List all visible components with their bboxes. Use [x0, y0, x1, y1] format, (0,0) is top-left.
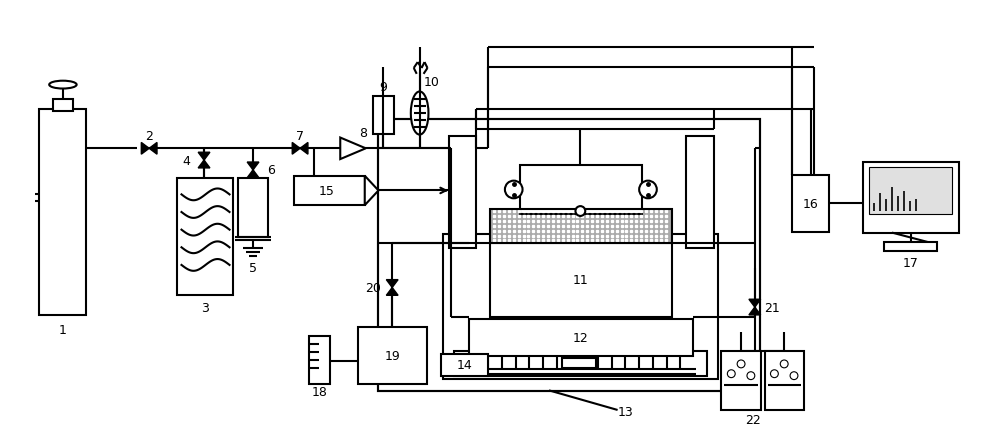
Bar — [863, 163, 959, 233]
Bar — [721, 351, 761, 410]
Ellipse shape — [411, 92, 428, 135]
Bar — [562, 358, 596, 368]
Circle shape — [639, 181, 657, 199]
Text: 16: 16 — [803, 197, 819, 210]
Polygon shape — [386, 288, 398, 296]
Polygon shape — [247, 163, 259, 170]
Polygon shape — [141, 143, 149, 155]
Polygon shape — [749, 299, 761, 307]
Polygon shape — [198, 153, 210, 161]
Bar — [238, 178, 268, 237]
Polygon shape — [365, 176, 378, 206]
Circle shape — [737, 360, 745, 368]
Bar — [39, 110, 86, 315]
Bar — [358, 327, 426, 383]
Bar — [309, 337, 330, 383]
Bar — [490, 210, 672, 244]
Bar — [792, 176, 829, 232]
Bar — [378, 120, 760, 391]
Bar — [443, 234, 718, 379]
Polygon shape — [247, 170, 259, 178]
Polygon shape — [749, 307, 761, 315]
Polygon shape — [292, 143, 300, 155]
Text: 21: 21 — [765, 301, 780, 314]
Bar — [53, 100, 73, 112]
Polygon shape — [198, 161, 210, 169]
Text: 20: 20 — [365, 281, 381, 294]
Polygon shape — [149, 143, 157, 155]
Bar — [449, 136, 476, 249]
Text: 1: 1 — [59, 323, 67, 336]
Circle shape — [770, 370, 778, 378]
Text: 7: 7 — [296, 130, 304, 143]
Text: 11: 11 — [572, 273, 588, 286]
Polygon shape — [386, 280, 398, 288]
Bar — [177, 178, 233, 296]
Text: 12: 12 — [572, 331, 588, 344]
Text: 14: 14 — [457, 359, 473, 371]
Text: 22: 22 — [745, 413, 761, 426]
Circle shape — [790, 372, 798, 380]
Bar — [520, 166, 642, 214]
Bar — [686, 136, 714, 249]
Bar — [490, 210, 672, 244]
Text: 19: 19 — [384, 349, 400, 362]
Bar — [469, 319, 693, 356]
Circle shape — [505, 181, 523, 199]
Ellipse shape — [49, 81, 77, 89]
Bar — [373, 97, 394, 134]
Polygon shape — [300, 143, 308, 155]
Bar — [490, 244, 672, 317]
Bar — [441, 354, 488, 376]
Text: 3: 3 — [201, 301, 209, 314]
Text: 2: 2 — [145, 130, 153, 143]
Circle shape — [575, 207, 585, 216]
Text: 10: 10 — [423, 76, 439, 89]
Bar — [454, 351, 707, 376]
Text: 13: 13 — [618, 406, 633, 418]
Text: 5: 5 — [249, 262, 257, 275]
Text: 8: 8 — [359, 127, 367, 140]
Circle shape — [747, 372, 755, 380]
Circle shape — [727, 370, 735, 378]
Bar — [294, 176, 365, 206]
Text: 4: 4 — [182, 154, 190, 167]
Bar — [869, 167, 952, 214]
Text: 6: 6 — [267, 164, 275, 177]
Bar — [378, 120, 760, 391]
Bar — [765, 351, 804, 410]
Polygon shape — [340, 138, 366, 160]
Text: 17: 17 — [903, 257, 919, 270]
Circle shape — [780, 360, 788, 368]
Text: 9: 9 — [379, 81, 387, 94]
Text: 15: 15 — [319, 184, 334, 198]
Bar — [884, 243, 937, 252]
Text: 18: 18 — [312, 385, 328, 398]
